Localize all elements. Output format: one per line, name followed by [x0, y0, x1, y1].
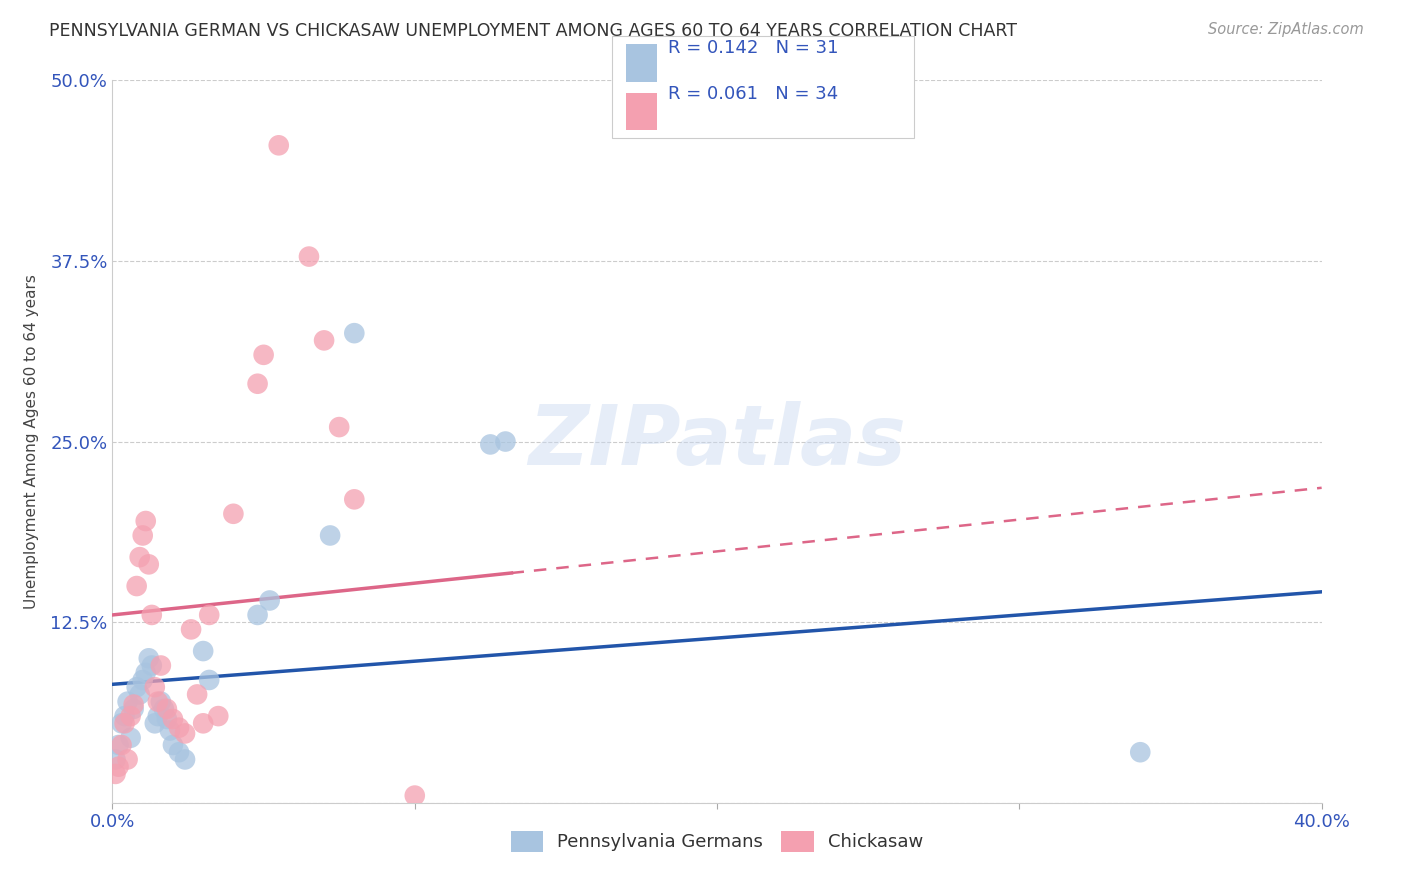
Text: ZIPatlas: ZIPatlas	[529, 401, 905, 482]
Point	[114, 716, 136, 731]
Point	[222, 507, 245, 521]
Point	[162, 738, 184, 752]
Legend: Pennsylvania Germans, Chickasaw: Pennsylvania Germans, Chickasaw	[503, 823, 931, 859]
Point	[162, 712, 184, 726]
Text: R = 0.061   N = 34: R = 0.061 N = 34	[668, 85, 838, 103]
Point	[146, 709, 169, 723]
Point	[186, 687, 208, 701]
Point	[174, 726, 197, 740]
Point	[122, 702, 145, 716]
Point	[156, 702, 179, 716]
Point	[153, 702, 176, 716]
Point	[191, 644, 214, 658]
Point	[149, 658, 172, 673]
Point	[149, 695, 172, 709]
Point	[167, 721, 190, 735]
Point	[125, 680, 148, 694]
Point	[343, 492, 366, 507]
Point	[104, 767, 127, 781]
Y-axis label: Unemployment Among Ages 60 to 64 years: Unemployment Among Ages 60 to 64 years	[24, 274, 39, 609]
Point	[343, 326, 366, 340]
Point	[114, 709, 136, 723]
Point	[135, 514, 157, 528]
Point	[107, 738, 129, 752]
Point	[110, 738, 132, 752]
Point	[253, 348, 276, 362]
Point	[495, 434, 517, 449]
Point	[328, 420, 350, 434]
Point	[180, 623, 202, 637]
Point	[138, 651, 160, 665]
Point	[141, 607, 163, 622]
Point	[159, 723, 181, 738]
Point	[128, 550, 150, 565]
Point	[117, 752, 139, 766]
Point	[167, 745, 190, 759]
Point	[174, 752, 197, 766]
Point	[246, 607, 269, 622]
Point	[125, 579, 148, 593]
Point	[298, 250, 321, 264]
Point	[479, 437, 502, 451]
Point	[143, 716, 166, 731]
Point	[122, 698, 145, 712]
Point	[120, 709, 142, 723]
Point	[404, 789, 426, 803]
Point	[146, 695, 169, 709]
Point	[314, 334, 336, 348]
Point	[1129, 745, 1152, 759]
Point	[104, 752, 127, 766]
Point	[156, 712, 179, 726]
Text: R = 0.142   N = 31: R = 0.142 N = 31	[668, 38, 838, 57]
Point	[319, 528, 342, 542]
Point	[132, 673, 155, 687]
Point	[107, 760, 129, 774]
Point	[198, 673, 221, 687]
Point	[198, 607, 221, 622]
Text: Source: ZipAtlas.com: Source: ZipAtlas.com	[1208, 22, 1364, 37]
Point	[117, 695, 139, 709]
Point	[110, 716, 132, 731]
Point	[143, 680, 166, 694]
Point	[246, 376, 269, 391]
Point	[191, 716, 214, 731]
Point	[120, 731, 142, 745]
Point	[259, 593, 281, 607]
Point	[207, 709, 229, 723]
Text: PENNSYLVANIA GERMAN VS CHICKASAW UNEMPLOYMENT AMONG AGES 60 TO 64 YEARS CORRELAT: PENNSYLVANIA GERMAN VS CHICKASAW UNEMPLO…	[49, 22, 1017, 40]
Point	[267, 138, 290, 153]
Point	[135, 665, 157, 680]
Point	[138, 558, 160, 572]
Point	[141, 658, 163, 673]
Point	[132, 528, 155, 542]
Point	[128, 687, 150, 701]
